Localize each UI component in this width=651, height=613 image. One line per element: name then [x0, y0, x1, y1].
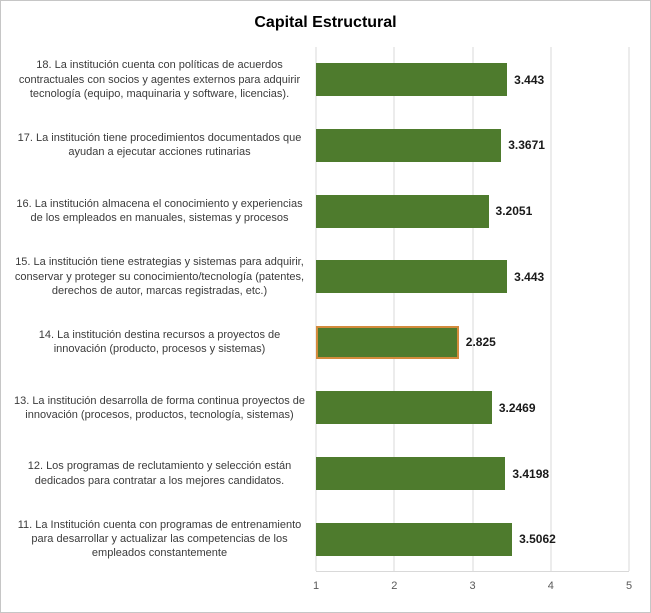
bar — [316, 457, 506, 491]
category-label: 16. La institución almacena el conocimie… — [16, 197, 303, 225]
bar-track: 2.825 — [316, 310, 629, 376]
bar-row: 12. Los programas de reclutamiento y sel… — [9, 441, 629, 507]
x-axis-tick-label: 1 — [312, 580, 320, 592]
gridline — [393, 47, 395, 571]
bar-row: 14. La institución destina recursos a pr… — [9, 310, 629, 376]
bar — [316, 63, 508, 97]
value-label: 3.2469 — [498, 400, 536, 415]
bar-row: 15. La institución tiene estrategias y s… — [9, 244, 629, 310]
category-label: 12. Los programas de reclutamiento y sel… — [27, 460, 292, 487]
bar-track: 3.5062 — [316, 506, 629, 572]
gridline — [472, 47, 473, 571]
value-label: 2.825 — [465, 335, 496, 350]
value-label: 3.3671 — [508, 138, 545, 153]
x-axis-tick-label: 4 — [547, 580, 554, 592]
bar — [316, 522, 513, 556]
bar-row: 16. La institución almacena el conocimie… — [9, 178, 629, 244]
gridline-layer — [315, 47, 630, 572]
value-label: 3.443 — [514, 269, 545, 284]
category-label: 14. La institución destina recursos a pr… — [38, 329, 281, 356]
bar-track: 3.4198 — [316, 441, 629, 507]
category-label: 18. La institución cuenta con políticas … — [18, 59, 301, 100]
bar-track: 3.3671 — [316, 113, 629, 179]
bar — [316, 260, 508, 294]
bar-row: 18. La institución cuenta con políticas … — [9, 47, 629, 113]
gridline — [315, 47, 317, 571]
value-label: 3.5062 — [519, 532, 556, 547]
bar-highlighted — [316, 325, 459, 359]
gridline — [628, 47, 630, 571]
x-axis: 1 2 3 4 5 — [312, 580, 633, 596]
chart-title: Capital Estructural — [254, 14, 397, 31]
bar-row: 13. La institución desarrolla de forma c… — [9, 375, 629, 441]
bar-track: 3.443 — [316, 244, 629, 310]
bar-row: 17. La institución tiene procedimientos … — [9, 113, 629, 179]
bar-track: 3.2051 — [316, 178, 629, 244]
value-label: 3.2051 — [495, 204, 533, 219]
category-label: 15. La institución tiene estrategias y s… — [14, 256, 305, 297]
bar — [316, 391, 492, 425]
x-axis-tick-label: 2 — [391, 580, 398, 592]
x-axis-tick-label: 5 — [625, 580, 633, 592]
plot-area: 18. La institución cuenta con políticas … — [9, 47, 629, 572]
value-label: 3.4198 — [512, 466, 550, 481]
bar — [316, 128, 502, 162]
bar-track: 3.443 — [316, 47, 629, 113]
bar-track: 3.2469 — [316, 375, 629, 441]
value-label: 3.443 — [514, 72, 545, 87]
category-label: 11. La Institución cuenta con programas … — [17, 518, 302, 560]
bar — [316, 194, 489, 228]
category-label: 13. La institución desarrolla de forma c… — [13, 394, 306, 421]
x-axis-tick-label: 3 — [469, 580, 476, 592]
category-label: 17. La institución tiene procedimientos … — [17, 132, 302, 159]
bar-row: 11. La Institución cuenta con programas … — [9, 506, 629, 572]
gridline — [550, 47, 552, 571]
